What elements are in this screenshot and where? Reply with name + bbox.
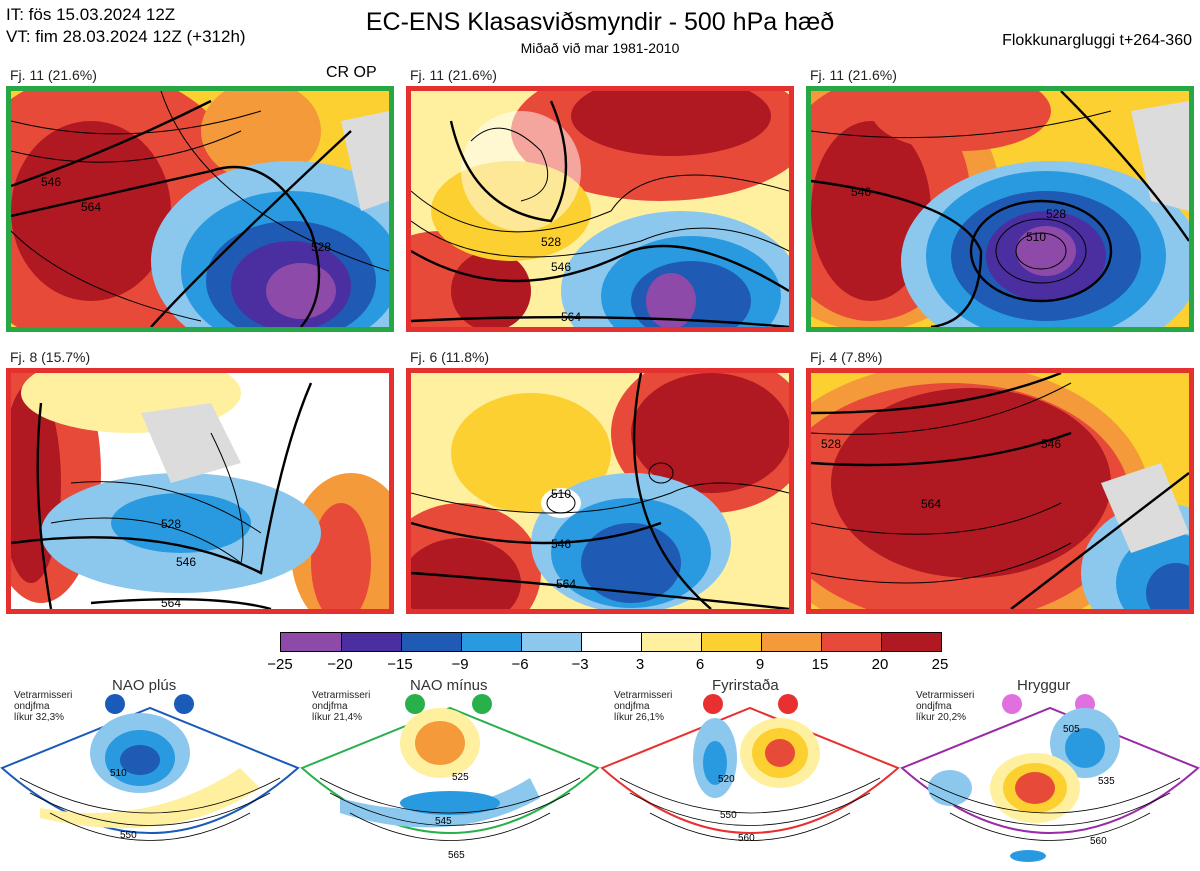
contour-label: 546 <box>41 175 61 189</box>
regime-map-nao-plus[interactable]: 510 550 <box>0 698 300 871</box>
regime-title-ridge: Hryggur <box>1017 677 1071 694</box>
cluster-map-2[interactable]: 528 546 564 <box>406 86 794 332</box>
colorbar-segment <box>281 633 341 651</box>
regime-note-nao-minus: Vetrarmisseri ondjfma líkur 21,4% <box>312 690 371 723</box>
contour-label: 505 <box>1063 724 1080 735</box>
contour-label: 528 <box>821 437 841 451</box>
header-times: IT: fös 15.03.2024 12Z VT: fim 28.03.202… <box>6 4 246 48</box>
initial-time: IT: fös 15.03.2024 12Z <box>6 5 176 24</box>
colorbar-tick-label: −6 <box>511 656 529 673</box>
contour-label: 520 <box>718 774 735 785</box>
regime-note-ridge: Vetrarmisseri ondjfma líkur 20,2% <box>916 690 975 723</box>
colorbar-segment <box>821 633 881 651</box>
page-subtitle: Miðað við mar 1981-2010 <box>520 40 680 56</box>
contour-label: 535 <box>1098 776 1115 787</box>
contour-label: 528 <box>311 240 331 254</box>
contour-label: 560 <box>738 833 755 844</box>
colorbar-tick-label: 3 <box>635 656 645 673</box>
panel-3-label: Fj. 11 (21.6%) <box>810 67 897 83</box>
colorbar-tick-label: −3 <box>571 656 589 673</box>
regime-title-nao-plus: NAO plús <box>112 677 177 694</box>
cluster-map-4[interactable]: 528 546 564 <box>6 368 394 614</box>
panel-5-label: Fj. 6 (11.8%) <box>410 349 490 365</box>
cluster-map-3[interactable]: 510 528 546 <box>806 86 1194 332</box>
colorbar-tick-label: 9 <box>755 656 765 673</box>
regime-dot-blocking <box>703 694 723 714</box>
colorbar-segment <box>701 633 761 651</box>
cluster-map-1[interactable]: 546 564 528 <box>6 86 394 332</box>
page-title: EC-ENS Klasasviðsmyndir - 500 hPa hæð <box>365 8 835 36</box>
colorbar-tick-label: 20 <box>871 656 889 673</box>
classification-window: Flokkunargluggi t+264-360 <box>1002 32 1192 49</box>
regime-note-blocking: Vetrarmisseri ondjfma líkur 26,1% <box>614 690 673 723</box>
colorbar-segment <box>401 633 461 651</box>
panel-6-label: Fj. 4 (7.8%) <box>810 349 883 365</box>
colorbar-tick-label: −15 <box>387 656 413 673</box>
contour-label: 546 <box>551 260 571 274</box>
colorbar-segment <box>881 633 941 651</box>
regime-dot-nao-plus <box>105 694 125 714</box>
contour-label: 528 <box>1046 207 1066 221</box>
valid-time: VT: fim 28.03.2024 12Z (+312h) <box>6 27 246 46</box>
regime-row: NAO plús Vetrarmisseri ondjfma líkur 32,3%… <box>0 674 1200 871</box>
colorbar-segment <box>461 633 521 651</box>
colorbar-segment <box>581 633 641 651</box>
contour-label: 528 <box>161 517 181 531</box>
contour-label: 510 <box>110 768 127 779</box>
contour-label: 545 <box>435 816 452 827</box>
colorbar-segment <box>521 633 581 651</box>
regime-dot-nao-minus <box>472 694 492 714</box>
contour-label: 564 <box>81 200 101 214</box>
contour-label: 565 <box>448 850 465 861</box>
contour-label: 510 <box>551 487 571 501</box>
regime-title-nao-minus: NAO mínus <box>410 677 488 694</box>
panel-4-label: Fj. 8 (15.7%) <box>10 349 91 365</box>
panel-2-label: Fj. 11 (21.6%) <box>410 67 497 83</box>
regime-dot-nao-plus <box>174 694 194 714</box>
panel-1-badge: CR OP <box>326 64 377 81</box>
contour-label: 546 <box>851 185 871 199</box>
colorbar-segment <box>641 633 701 651</box>
colorbar-tick-label: −25 <box>267 656 293 673</box>
regime-note-nao-plus: Vetrarmisseri ondjfma líkur 32,3% <box>14 690 73 723</box>
contour-label: 564 <box>921 497 941 511</box>
contour-label: 546 <box>1041 437 1061 451</box>
colorbar-segment <box>341 633 401 651</box>
colorbar-tick-label: 15 <box>811 656 829 673</box>
contour-label: 525 <box>452 772 469 783</box>
colorbar-tick-label: −20 <box>327 656 353 673</box>
regime-dot-ridge <box>1002 694 1022 714</box>
colorbar-tick-label: 25 <box>931 656 949 673</box>
contour-label: 550 <box>720 810 737 821</box>
contour-label: 546 <box>176 555 196 569</box>
cluster-map-6[interactable]: 528 564 546 <box>806 368 1194 614</box>
regime-dot-nao-minus <box>405 694 425 714</box>
contour-label: 528 <box>541 235 561 249</box>
regime-dot-blocking <box>778 694 798 714</box>
colorbar-tick-label: 6 <box>695 656 705 673</box>
contour-label: 560 <box>1090 836 1107 847</box>
colorbar-segment <box>761 633 821 651</box>
contour-label: 564 <box>561 310 581 324</box>
regime-map-ridge[interactable]: 505 535 560 <box>900 698 1200 871</box>
contour-label: 564 <box>556 577 576 591</box>
contour-label: 550 <box>120 830 137 841</box>
cluster-map-5[interactable]: 546 564 510 <box>406 368 794 614</box>
contour-label: 564 <box>161 596 181 609</box>
regime-map-nao-minus[interactable]: 525 545 565 <box>300 698 600 871</box>
colorbar <box>280 632 942 652</box>
regime-title-blocking: Fyrirstaða <box>712 677 779 694</box>
regime-map-blocking[interactable]: 520 550 560 <box>600 698 900 871</box>
panel-1-label: Fj. 11 (21.6%) <box>10 67 97 83</box>
colorbar-tick-label: −9 <box>451 656 469 673</box>
contour-label: 510 <box>1026 230 1046 244</box>
contour-label: 546 <box>551 537 571 551</box>
